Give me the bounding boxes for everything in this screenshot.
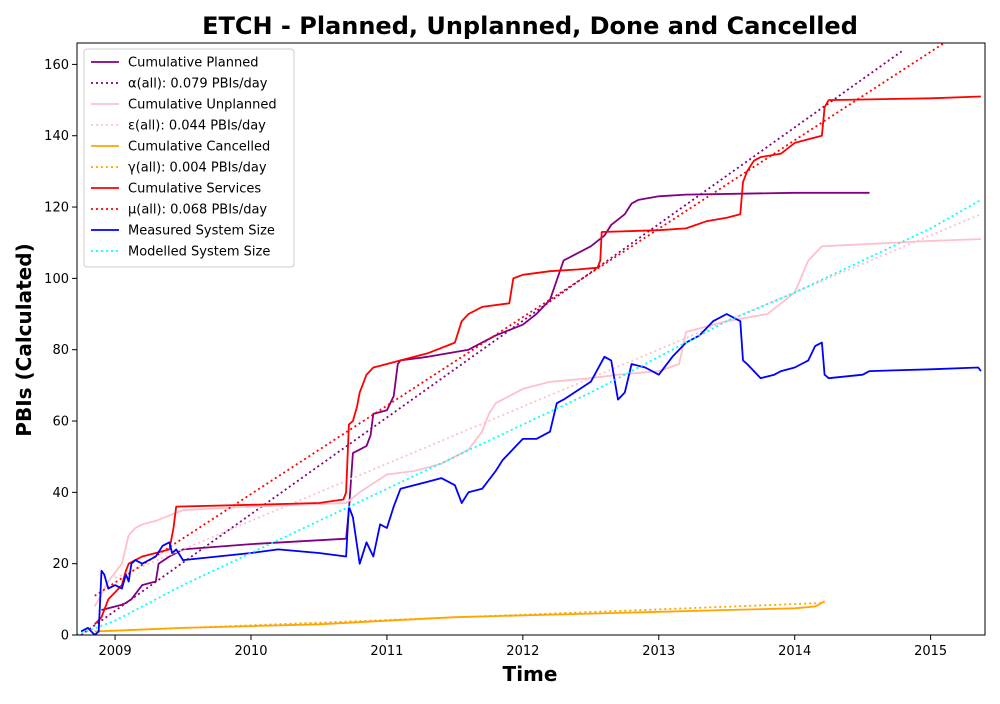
- plot-frame: [76, 42, 986, 636]
- legend-label-all-0-004-pbis-day: γ(all): 0.004 PBIs/day: [128, 161, 267, 176]
- plot-area: [77, 43, 982, 635]
- series-line-cumulative-services: [94, 95, 981, 625]
- series-line-all-0-079-pbis-day: [80, 49, 904, 635]
- legend-box: [83, 48, 295, 268]
- x-tick-label: 2009: [99, 644, 132, 659]
- series-line-cumulative-unplanned: [93, 238, 981, 607]
- y-tick-label: 120: [44, 201, 69, 216]
- y-tick-label: 0: [61, 629, 69, 644]
- x-tick-label: 2013: [642, 644, 675, 659]
- y-tick-label: 100: [44, 272, 69, 287]
- y-tick-label: 160: [44, 58, 69, 73]
- series-line-all-0-068-pbis-day: [94, 43, 945, 597]
- series-line-all-0-044-pbis-day: [114, 213, 982, 579]
- legend-label-all-0-068-pbis-day: μ(all): 0.068 PBIs/day: [128, 203, 267, 218]
- x-axis-label: Time: [503, 662, 558, 686]
- x-tick-label: 2012: [506, 644, 539, 659]
- legend-label-cumulative-planned: Cumulative Planned: [128, 56, 258, 71]
- x-tick-label: 2011: [370, 644, 403, 659]
- legend-label-modelled-system-size: Modelled System Size: [128, 245, 270, 260]
- series-line-all-0-004-pbis-day: [94, 602, 825, 633]
- legend: Cumulative Planned α(all): 0.079 PBIs/day…: [83, 48, 295, 268]
- legend-label-all-0-044-pbis-day: ε(all): 0.044 PBIs/day: [128, 119, 266, 134]
- x-tick-label: 2010: [234, 644, 267, 659]
- y-tick-label: 80: [52, 343, 69, 358]
- legend-label-cumulative-services: Cumulative Services: [128, 182, 261, 197]
- y-tick-label: 40: [52, 486, 69, 501]
- y-tick-label: 140: [44, 129, 69, 144]
- y-tick-label: 20: [52, 557, 69, 572]
- legend-label-all-0-079-pbis-day: α(all): 0.079 PBIs/day: [128, 77, 268, 92]
- series-line-modelled-system-size: [77, 199, 982, 635]
- y-tick-label: 60: [52, 415, 69, 430]
- series-line-measured-system-size: [80, 313, 982, 635]
- y-axis-label: PBIs (Calculated): [12, 243, 36, 436]
- axes: 2009 2010 2011 2012 2013 2014 2015 0 20 40 60 80 100…: [44, 42, 986, 659]
- legend-label-cumulative-cancelled: Cumulative Cancelled: [128, 140, 270, 155]
- legend-label-measured-system-size: Measured System Size: [128, 224, 275, 239]
- chart-title: ETCH - Planned, Unplanned, Done and Canc…: [202, 12, 858, 40]
- x-tick-label: 2014: [778, 644, 811, 659]
- series-line-cumulative-planned: [101, 191, 870, 611]
- legend-label-cumulative-unplanned: Cumulative Unplanned: [128, 98, 277, 113]
- x-tick-label: 2015: [914, 644, 947, 659]
